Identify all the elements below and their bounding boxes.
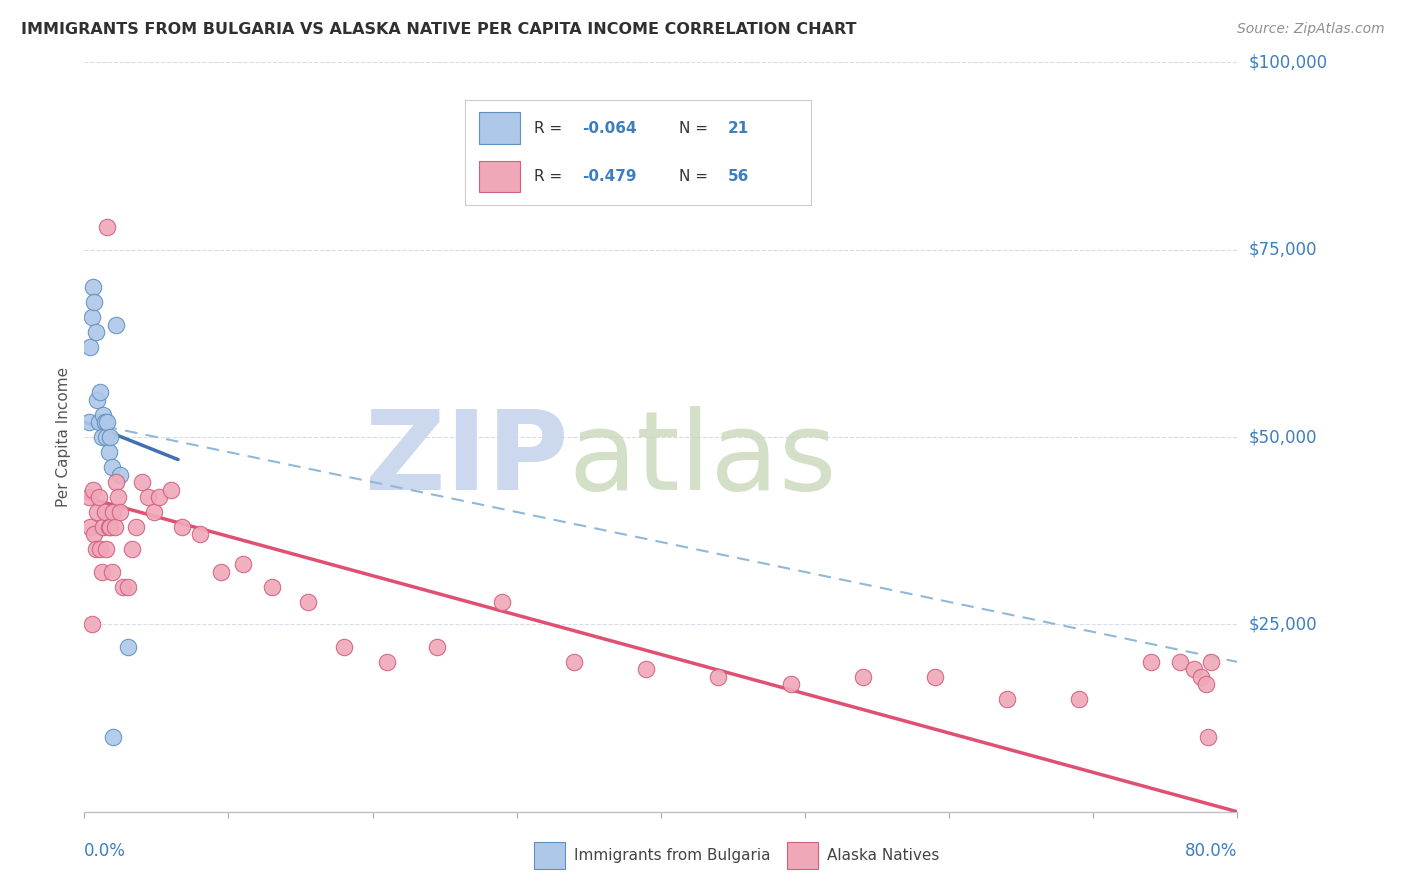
Point: [160, 483, 183, 497]
Text: IMMIGRANTS FROM BULGARIA VS ALASKA NATIVE PER CAPITA INCOME CORRELATION CHART: IMMIGRANTS FROM BULGARIA VS ALASKA NATIV…: [21, 22, 856, 37]
Point: [80, 310, 103, 325]
Point: [94, 430, 117, 444]
Point: [82, 280, 104, 294]
Point: [96, 220, 118, 235]
Point: [90, 430, 112, 444]
Point: [333, 640, 356, 654]
Point: [1140, 655, 1163, 669]
Text: $25,000: $25,000: [1249, 615, 1317, 633]
Point: [79, 520, 101, 534]
Text: atlas: atlas: [568, 406, 837, 513]
Point: [105, 318, 128, 332]
Point: [172, 520, 194, 534]
Point: [110, 505, 132, 519]
Bar: [534, 842, 565, 869]
Point: [1194, 677, 1216, 691]
Point: [93, 505, 115, 519]
Point: [1168, 655, 1191, 669]
Point: [77, 490, 100, 504]
Point: [107, 490, 129, 504]
Point: [91, 408, 114, 422]
Point: [121, 542, 143, 557]
Text: $50,000: $50,000: [1249, 428, 1317, 446]
Point: [426, 640, 449, 654]
Point: [77, 415, 100, 429]
Point: [707, 670, 730, 684]
Point: [209, 565, 232, 579]
Point: [924, 670, 946, 684]
Point: [105, 475, 128, 489]
Point: [779, 677, 801, 691]
Point: [91, 520, 114, 534]
Point: [125, 520, 148, 534]
Text: 80.0%: 80.0%: [1185, 842, 1237, 860]
Point: [117, 640, 139, 654]
Point: [97, 520, 120, 534]
Point: [117, 580, 139, 594]
Point: [1189, 670, 1212, 684]
Y-axis label: Per Capita Income: Per Capita Income: [56, 367, 72, 508]
Point: [86, 505, 108, 519]
Point: [100, 460, 122, 475]
Point: [83, 527, 105, 541]
Point: [82, 483, 104, 497]
Bar: [787, 842, 818, 869]
Point: [375, 655, 398, 669]
Point: [1067, 692, 1090, 706]
Text: $100,000: $100,000: [1249, 54, 1327, 71]
Point: [100, 565, 122, 579]
Text: $75,000: $75,000: [1249, 241, 1317, 259]
Point: [84, 325, 107, 339]
Point: [297, 595, 319, 609]
Point: [188, 527, 211, 541]
Point: [110, 467, 132, 482]
Point: [93, 415, 115, 429]
Point: [84, 542, 107, 557]
Point: [491, 595, 513, 609]
Point: [636, 662, 658, 676]
Point: [87, 415, 110, 429]
Point: [90, 565, 112, 579]
Point: [112, 580, 135, 594]
Point: [852, 670, 875, 684]
Point: [96, 415, 118, 429]
Point: [142, 505, 165, 519]
Point: [1198, 730, 1220, 744]
Point: [79, 340, 101, 354]
Point: [89, 542, 111, 557]
Point: [86, 392, 108, 407]
Point: [148, 490, 170, 504]
Text: 0.0%: 0.0%: [84, 842, 127, 860]
Point: [103, 505, 124, 519]
Point: [1182, 662, 1205, 676]
Point: [260, 580, 283, 594]
Point: [136, 490, 159, 504]
Point: [232, 558, 254, 572]
Point: [103, 730, 124, 744]
Point: [83, 295, 105, 310]
Point: [89, 385, 111, 400]
Point: [131, 475, 153, 489]
Point: [995, 692, 1018, 706]
Point: [87, 490, 110, 504]
Point: [80, 617, 103, 632]
Point: [98, 430, 121, 444]
Text: Alaska Natives: Alaska Natives: [827, 848, 939, 863]
Point: [564, 655, 586, 669]
Point: [98, 520, 121, 534]
Point: [1201, 655, 1223, 669]
Text: Immigrants from Bulgaria: Immigrants from Bulgaria: [574, 848, 770, 863]
Text: Source: ZipAtlas.com: Source: ZipAtlas.com: [1237, 22, 1385, 37]
Point: [104, 520, 127, 534]
Point: [97, 445, 120, 459]
Point: [94, 542, 117, 557]
Text: ZIP: ZIP: [366, 406, 568, 513]
